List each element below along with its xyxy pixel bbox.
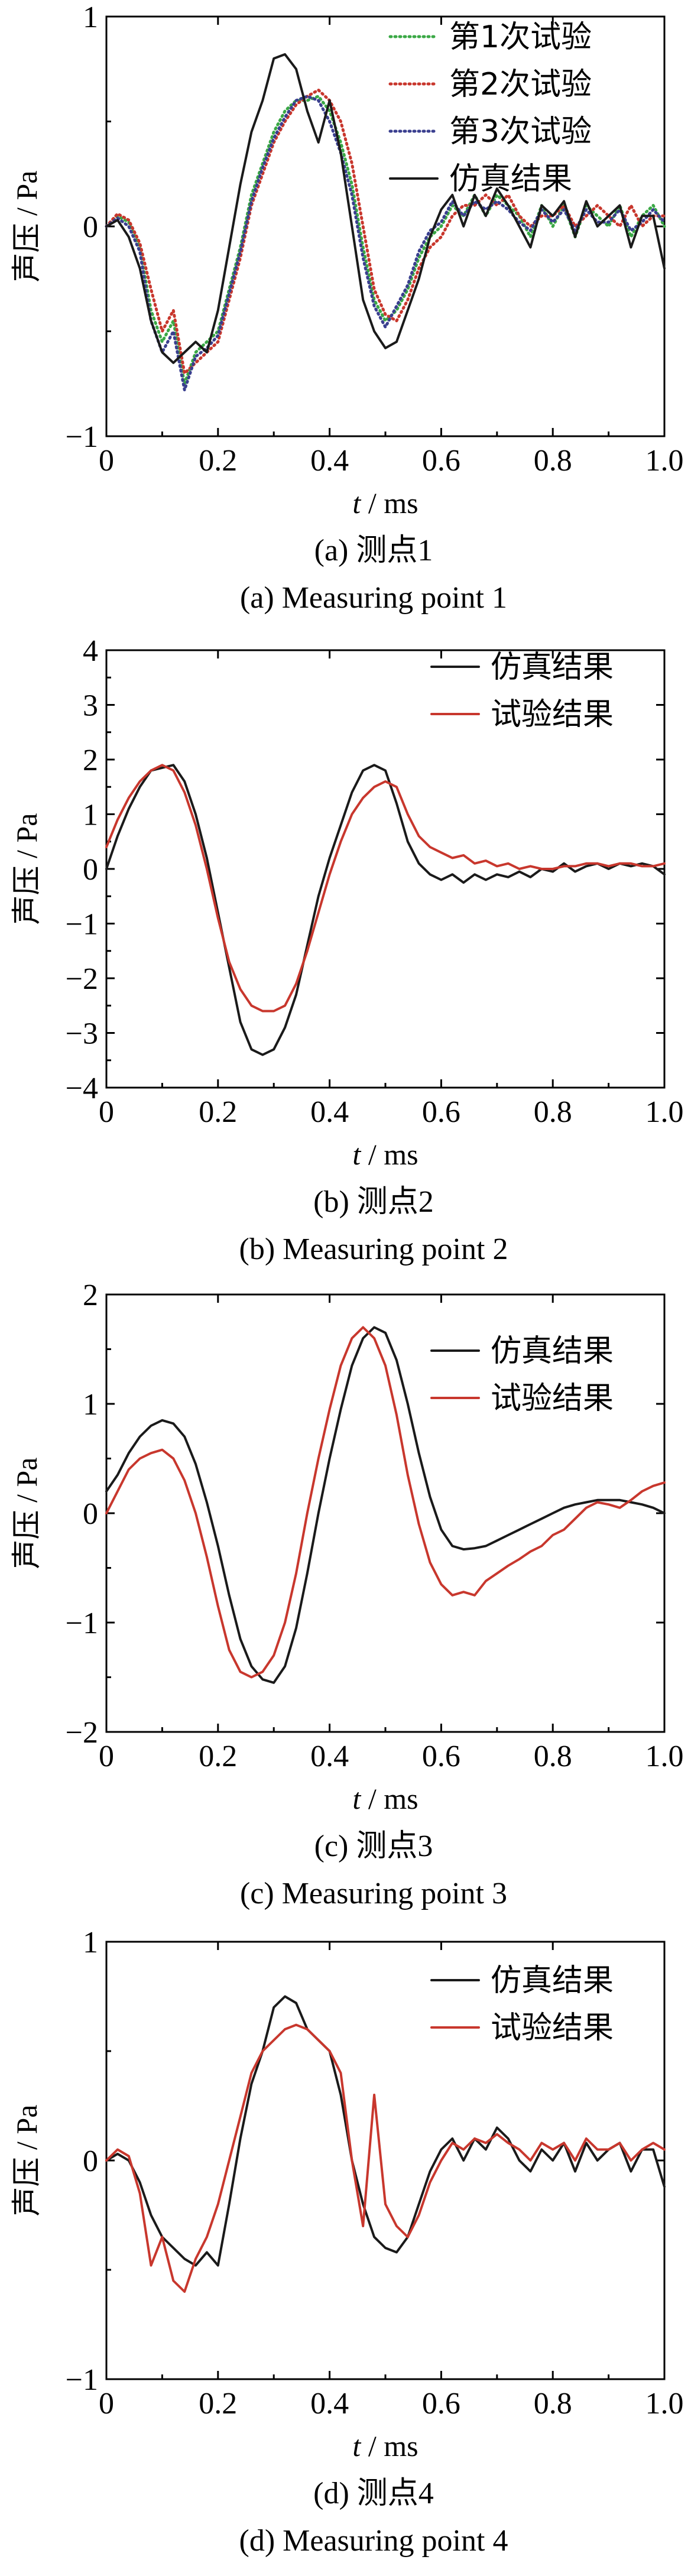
series-line-1 — [105, 1995, 666, 2267]
x-tick-label: 0.8 — [534, 2387, 572, 2421]
legend-label: 仿真结果 — [491, 1963, 614, 1998]
caption-english: (c) Measuring point 3 — [240, 1877, 507, 1910]
chart-panel-2: 0 0.2 0.4 0.6 0.8 1.0 −4 −3 −2 −1 0 1 2 3 4 仿真结果试验结果声压 … — [10, 634, 684, 1266]
x-tick-label: 0.8 — [534, 1740, 572, 1773]
series-line-1 — [105, 1326, 666, 1684]
x-axis-label: t / ms — [352, 1138, 418, 1171]
y-tick-label: −1 — [66, 1607, 98, 1640]
y-tick-label: 1 — [83, 1926, 98, 1959]
x-axis-label: t / ms — [352, 486, 418, 520]
x-axis-unit: / ms — [361, 1138, 418, 1171]
x-tick-label: 0.6 — [422, 1095, 460, 1129]
x-axis-unit: / ms — [361, 1782, 418, 1815]
legend-label: 仿真结果 — [491, 1334, 614, 1369]
y-tick-label: −2 — [66, 1716, 98, 1750]
x-tick-label: 0.4 — [310, 1095, 349, 1129]
x-tick-label: 0 — [99, 444, 114, 478]
legend-label: 仿真结果 — [449, 161, 572, 197]
y-axis-label: 声压 / Pa — [10, 171, 43, 283]
x-tick-label: 0 — [99, 1740, 114, 1773]
x-tick-label: 1.0 — [645, 444, 684, 478]
series-line-2 — [105, 764, 666, 1013]
x-tick-label: 0.2 — [199, 2387, 237, 2421]
x-tick-label: 0 — [99, 1095, 114, 1129]
x-tick-label: 0.6 — [422, 444, 460, 478]
x-axis-variable: t — [352, 1138, 361, 1171]
x-tick-label: 0.8 — [534, 444, 572, 478]
legend-label: 第1次试验 — [449, 20, 592, 55]
y-tick-label: 2 — [83, 1279, 98, 1312]
x-tick-label: 0.4 — [310, 1740, 349, 1773]
x-axis-variable: t — [352, 486, 361, 520]
x-tick-label: 0.6 — [422, 2387, 460, 2421]
y-tick-label: −4 — [66, 1072, 98, 1105]
legend-label: 试验结果 — [491, 1381, 614, 1416]
x-axis-label: t / ms — [352, 1782, 418, 1815]
y-tick-label: 2 — [83, 744, 98, 777]
caption-chinese: (a) 测点1 — [314, 534, 433, 567]
caption-chinese: (b) 测点2 — [313, 1185, 434, 1219]
y-tick-label: 1 — [83, 1388, 98, 1422]
legend-label: 第3次试验 — [449, 114, 592, 150]
x-tick-label: 1.0 — [645, 1095, 684, 1129]
y-tick-label: 1 — [83, 799, 98, 832]
y-axis-label: 声压 / Pa — [10, 1458, 43, 1569]
caption-english: (a) Measuring point 1 — [240, 581, 507, 615]
series-line-2 — [105, 1326, 666, 1679]
caption-chinese: (c) 测点3 — [314, 1829, 433, 1863]
series-line-2 — [105, 2023, 666, 2293]
y-tick-label: −1 — [66, 2363, 98, 2397]
y-tick-label: −2 — [66, 962, 98, 996]
legend-label: 试验结果 — [491, 697, 614, 732]
legend-label: 仿真结果 — [491, 650, 614, 685]
y-axis-label: 声压 / Pa — [10, 2105, 43, 2217]
series-line-1 — [105, 764, 666, 1056]
chart-panel-1: 0 0.2 0.4 0.6 0.8 1.0−101第1次试验第2次试验第3次试验仿真结果声… — [10, 1, 684, 615]
x-axis-variable: t — [352, 1782, 361, 1815]
x-tick-label: 0.8 — [534, 1095, 572, 1129]
x-axis-unit: / ms — [361, 2429, 418, 2463]
y-tick-label: 3 — [83, 689, 98, 723]
x-axis-variable: t — [352, 2429, 361, 2463]
x-axis-label: t / ms — [352, 2429, 418, 2463]
x-tick-label: 0.2 — [199, 444, 237, 478]
x-tick-label: 0.4 — [310, 444, 349, 478]
legend-label: 第2次试验 — [449, 67, 592, 102]
series-line-4 — [105, 53, 666, 364]
y-tick-label: −1 — [66, 908, 98, 942]
y-tick-label: 0 — [83, 853, 98, 887]
series-line-2 — [105, 88, 666, 375]
x-tick-label: 0 — [99, 2387, 114, 2421]
caption-english: (d) Measuring point 4 — [239, 2524, 508, 2558]
y-tick-label: 1 — [83, 1, 98, 34]
x-axis-unit: / ms — [361, 486, 418, 520]
y-tick-label: 0 — [83, 1497, 98, 1531]
x-tick-label: 0.2 — [199, 1740, 237, 1773]
x-tick-label: 0.4 — [310, 2387, 349, 2421]
plot-frame — [105, 1941, 666, 2380]
x-tick-label: 1.0 — [645, 2387, 684, 2421]
y-tick-label: −1 — [66, 420, 98, 454]
y-axis-label: 声压 / Pa — [10, 813, 43, 925]
x-tick-label: 0.2 — [199, 1095, 237, 1129]
legend-label: 试验结果 — [491, 2010, 614, 2046]
caption-chinese: (d) 测点4 — [313, 2477, 434, 2510]
x-tick-label: 1.0 — [645, 1740, 684, 1773]
caption-english: (b) Measuring point 2 — [239, 1232, 508, 1266]
y-tick-label: −3 — [66, 1017, 98, 1051]
y-tick-label: 4 — [83, 634, 98, 668]
x-tick-label: 0.6 — [422, 1740, 460, 1773]
y-tick-label: 0 — [83, 2144, 98, 2178]
y-tick-label: 0 — [83, 210, 98, 244]
